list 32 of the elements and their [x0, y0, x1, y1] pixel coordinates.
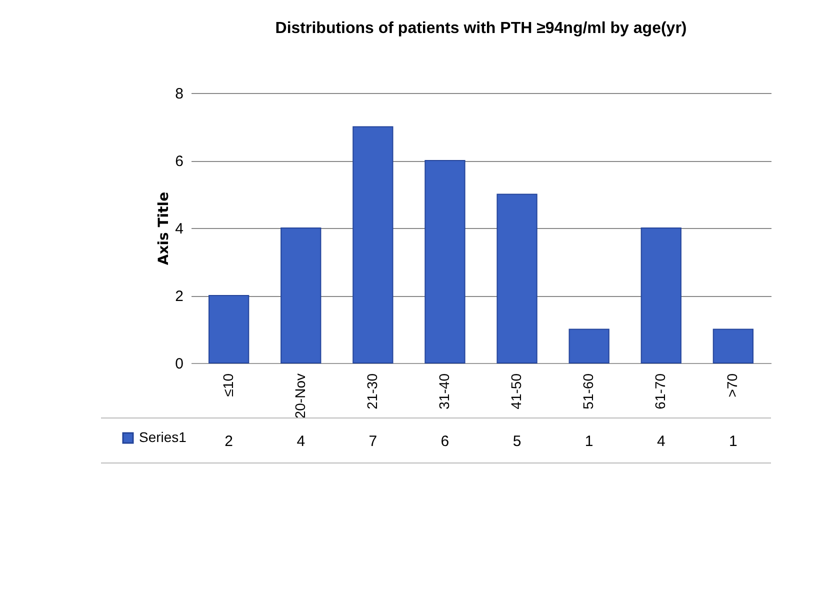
bar: [640, 228, 682, 364]
data-label: 2: [224, 433, 233, 450]
data-label: 4: [296, 433, 306, 450]
y-tick-label: 2: [175, 288, 184, 305]
bar: [496, 194, 538, 364]
x-tick-label: ≤10: [220, 373, 236, 397]
x-tick-label: 31-40: [436, 373, 452, 410]
x-tick-label: 41-50: [508, 373, 524, 410]
data-label: 1: [729, 433, 738, 450]
x-tick-label: 61-70: [652, 373, 668, 410]
y-axis-title: Axis Title: [156, 192, 172, 266]
data-label: 4: [656, 433, 666, 450]
bar: [280, 228, 322, 364]
y-tick-label: 6: [175, 153, 184, 170]
x-tick-label: >70: [724, 373, 740, 398]
data-label: 7: [368, 433, 378, 450]
x-tick-label: 51-60: [580, 373, 596, 410]
bar: [208, 295, 250, 364]
y-tick-label: 8: [175, 86, 184, 102]
bar: [712, 328, 754, 364]
y-tick-label: 4: [175, 220, 184, 238]
chart-title: Distributions of patients with PTH ≥94ng/ml by age(yr): [275, 20, 687, 37]
bar: [568, 328, 610, 364]
data-label: 6: [440, 433, 450, 450]
x-tick-label: 21-30: [364, 373, 380, 410]
bar: [424, 160, 466, 364]
data-label: 1: [584, 433, 594, 450]
bar: [352, 126, 394, 364]
y-tick-label: 0: [175, 356, 184, 372]
legend-label: Series1: [139, 429, 187, 445]
data-label: 5: [512, 433, 522, 450]
x-tick-label: 20-Nov: [292, 374, 308, 419]
